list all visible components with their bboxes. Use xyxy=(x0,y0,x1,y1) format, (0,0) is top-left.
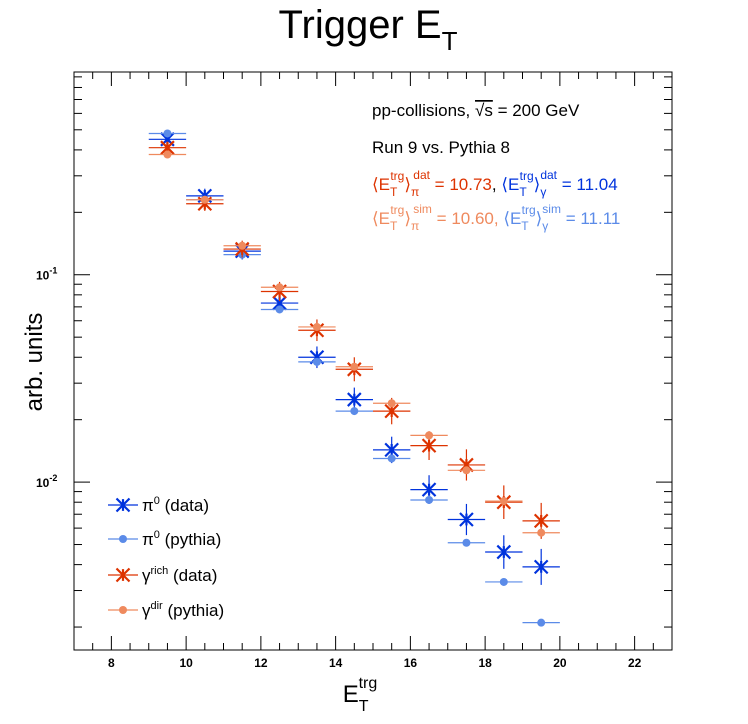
data-point-circle xyxy=(425,431,434,440)
x-tick-label: 16 xyxy=(404,656,418,670)
legend-entry: γdir (pythia) xyxy=(108,600,224,620)
y-tick-labels: 10-1 10-2 xyxy=(36,266,57,490)
data-point-star-core xyxy=(501,549,507,555)
legend-entry: π0 (pythia) xyxy=(108,529,221,549)
chart-title: Trigger ET xyxy=(279,3,458,56)
x-tick-labels: 8 10 12 14 16 18 20 22 xyxy=(108,656,642,670)
legend-marker-star-core xyxy=(120,572,126,578)
annotation-mean-sim: ⟨ETtrg⟩πsim = 10.60, ⟨ETtrg⟩γsim = 11.11 xyxy=(372,202,620,233)
data-point-star-core xyxy=(538,564,544,570)
data-point-star-core xyxy=(165,145,170,150)
x-tick-label: 22 xyxy=(628,656,642,670)
x-tick-label: 14 xyxy=(329,656,343,670)
x-tick-label: 12 xyxy=(254,656,268,670)
data-point-circle xyxy=(462,466,471,475)
data-point-star-core xyxy=(426,443,432,448)
data-point-circle xyxy=(462,538,471,547)
data-point-circle xyxy=(387,399,396,408)
x-tick-label: 20 xyxy=(553,656,567,670)
axes-ticks xyxy=(73,72,673,650)
data-point-star-core xyxy=(352,397,357,402)
annotation-collisions: pp-collisions, √s = 200 GeV xyxy=(372,101,580,120)
legend-marker-circle xyxy=(119,606,127,614)
data-point-circle xyxy=(163,129,172,138)
data-point-star-core xyxy=(464,462,469,468)
data-point-star-core xyxy=(277,300,282,306)
annotation-run: Run 9 vs. Pythia 8 xyxy=(372,138,510,157)
data-point-circle xyxy=(312,322,321,331)
data-point-circle xyxy=(350,362,359,371)
x-tick-label: 18 xyxy=(478,656,492,670)
data-point-circle xyxy=(425,495,434,504)
data-point-star-core xyxy=(426,487,432,492)
legend-label: γdir (pythia) xyxy=(142,600,224,620)
data-point-circle xyxy=(312,357,321,366)
data-point-star-core xyxy=(165,137,170,142)
y-axis-label: arb. units xyxy=(21,313,48,412)
x-tick-label: 8 xyxy=(108,656,115,670)
data-point-circle xyxy=(238,241,247,250)
data-point-circle xyxy=(350,407,359,416)
data-point-circle xyxy=(200,195,209,204)
legend-entry: γrich (data) xyxy=(108,565,217,585)
data-point-circle xyxy=(387,454,396,463)
data-point-star-core xyxy=(538,518,544,524)
annotation-mean-data: ⟨ETtrg⟩πdat = 10.73, ⟨ETtrg⟩γdat = 11.04 xyxy=(372,168,618,199)
legend: π0 (data) π0 (pythia) γrich (data) γdir (py… xyxy=(108,495,224,620)
series-4 xyxy=(148,150,560,537)
data-point-circle xyxy=(163,150,172,159)
data-point-star-core xyxy=(389,447,394,453)
series-layer xyxy=(148,129,560,627)
legend-marker-star-core xyxy=(120,502,126,508)
legend-label: γrich (data) xyxy=(142,565,217,585)
legend-entry: π0 (data) xyxy=(108,495,209,515)
y-tick-label: 10-1 xyxy=(36,266,57,283)
x-axis-label: ETtrg xyxy=(343,675,377,715)
data-point-star-core xyxy=(389,408,394,414)
data-point-circle xyxy=(275,283,284,292)
legend-label: π0 (data) xyxy=(142,495,209,515)
data-point-star-core xyxy=(464,517,469,522)
data-point-circle xyxy=(537,528,546,537)
data-point-circle xyxy=(499,497,508,506)
legend-label: π0 (pythia) xyxy=(142,529,221,549)
data-point-circle xyxy=(275,305,284,314)
legend-marker-circle xyxy=(119,535,127,543)
y-tick-label: 10-2 xyxy=(36,473,57,490)
data-point-circle xyxy=(537,618,546,627)
x-tick-label: 10 xyxy=(179,656,193,670)
data-point-circle xyxy=(499,577,508,586)
